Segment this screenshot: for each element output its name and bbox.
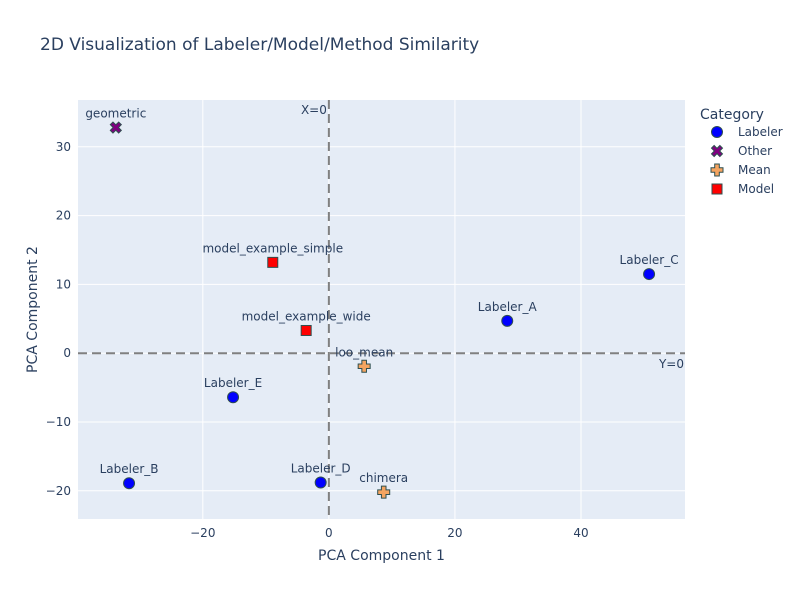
x-tick-label: 40 — [573, 526, 588, 540]
legend-marker-labeler — [711, 126, 723, 138]
x-tick-label: 20 — [447, 526, 462, 540]
legend-marker-other — [710, 144, 724, 158]
legend-marker-model — [711, 183, 723, 195]
data-point-labeler-c — [643, 268, 656, 281]
legend-item-model[interactable]: Model — [738, 182, 774, 196]
data-point-loo-mean — [357, 359, 371, 373]
data-label: geometric — [85, 107, 146, 121]
plot-area — [78, 100, 685, 519]
y-axis-title: PCA Component 2 — [25, 246, 41, 373]
legend-item-mean[interactable]: Mean — [738, 163, 771, 177]
y-tick-label: −10 — [46, 415, 71, 429]
data-label: loo_mean — [335, 345, 393, 359]
data-point-model-example-simple — [267, 256, 279, 268]
y-tick-label: 30 — [56, 140, 71, 154]
data-label: Labeler_E — [204, 376, 262, 390]
y-tick-label: 0 — [63, 346, 71, 360]
data-label: Labeler_B — [100, 462, 159, 476]
y-tick-label: 20 — [56, 209, 71, 223]
x-axis-title: PCA Component 1 — [318, 548, 445, 564]
chart-title: 2D Visualization of Labeler/Model/Method… — [40, 35, 479, 55]
data-point-labeler-b — [123, 477, 136, 490]
data-point-labeler-d — [314, 476, 327, 489]
legend-item-other[interactable]: Other — [738, 144, 772, 158]
data-label: chimera — [359, 471, 408, 485]
legend-title: Category — [700, 107, 764, 123]
data-label: model_example_simple — [202, 241, 343, 255]
data-label: Labeler_C — [620, 253, 679, 267]
data-point-labeler-a — [501, 314, 514, 327]
legend-marker-mean — [710, 163, 724, 177]
x-tick-label: 0 — [325, 526, 333, 540]
data-point-labeler-e — [227, 391, 240, 404]
y-tick-label: 10 — [56, 277, 71, 291]
data-label: model_example_wide — [242, 309, 371, 323]
data-point-model-example-wide — [300, 324, 312, 336]
data-label: Labeler_D — [291, 462, 351, 476]
reference-label-x0: X=0 — [301, 103, 327, 117]
data-point-geometric — [109, 121, 123, 134]
legend-item-labeler[interactable]: Labeler — [738, 125, 783, 139]
y-tick-label: −20 — [46, 484, 71, 498]
data-point-chimera — [377, 485, 391, 499]
reference-label-y0: Y=0 — [658, 357, 684, 371]
data-label: Labeler_A — [478, 300, 538, 314]
x-tick-label: −20 — [190, 526, 215, 540]
